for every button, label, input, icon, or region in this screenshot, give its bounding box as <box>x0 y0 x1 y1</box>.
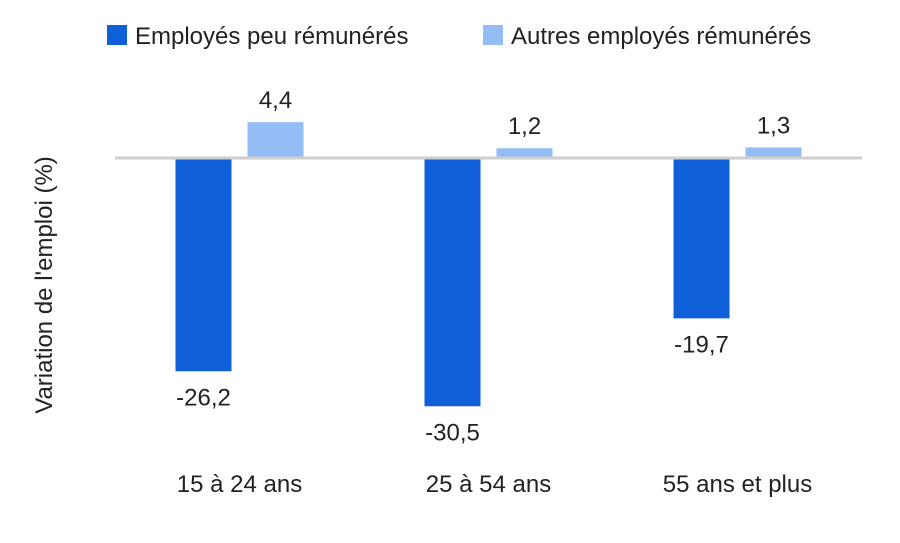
data-label-series2-cat3: 1,3 <box>757 112 790 139</box>
data-label-series1-cat3: -19,7 <box>674 331 729 358</box>
legend-label-low-paid: Employés peu rémunérés <box>135 23 408 50</box>
bar-series1-cat3 <box>673 158 730 319</box>
x-tick-label-3: 55 ans et plus <box>663 471 812 498</box>
bar-series2-cat2 <box>496 148 553 158</box>
data-label-series1-cat2: -30,5 <box>425 419 480 446</box>
legend: Employés peu rémunérés Autres employés r… <box>107 23 811 50</box>
bar-series1-cat2 <box>424 158 481 407</box>
data-label-series2-cat1: 4,4 <box>259 87 292 114</box>
bar-series1-cat1 <box>175 158 232 372</box>
legend-swatch-low-paid <box>107 25 127 45</box>
y-axis-title: Variation de l'emploi (%) <box>31 156 58 414</box>
x-axis-ticks: 15 à 24 ans 25 à 54 ans 55 ans et plus <box>177 471 812 498</box>
data-label-series1-cat1: -26,2 <box>176 384 231 411</box>
data-labels: -26,2 4,4 -30,5 1,2 -19,7 1,3 <box>176 87 790 446</box>
bar-series2-cat3 <box>745 147 802 158</box>
legend-swatch-other-paid <box>483 25 503 45</box>
legend-label-other-paid: Autres employés rémunérés <box>511 23 811 50</box>
data-label-series2-cat2: 1,2 <box>508 113 541 140</box>
x-tick-label-1: 15 à 24 ans <box>177 471 302 498</box>
bar-series2-cat1 <box>247 122 304 158</box>
bars <box>175 122 802 407</box>
x-tick-label-2: 25 à 54 ans <box>426 471 551 498</box>
